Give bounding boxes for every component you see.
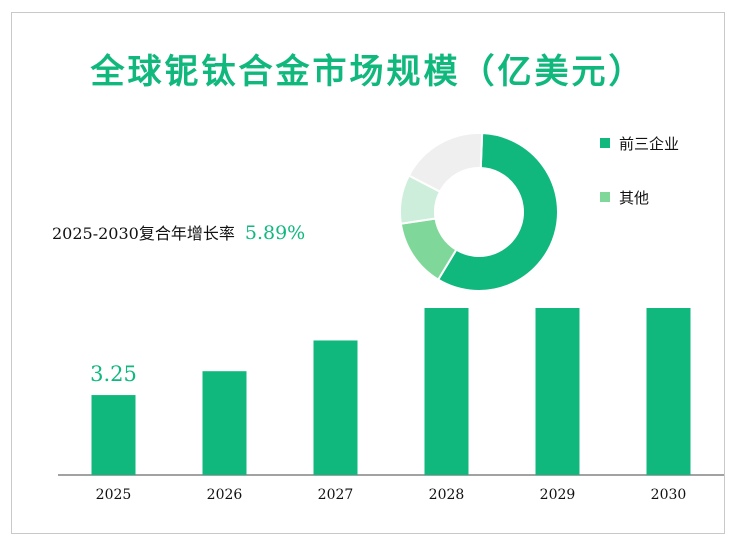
donut-legend: 前三企业 其他 [600,133,679,241]
x-tick-label-2025: 2025 [96,487,132,503]
cagr-annotation: 2025-2030复合年增长率 5.89% [52,220,305,244]
x-tick-label-2026: 2026 [207,487,243,503]
legend-label-other: 其他 [619,188,650,207]
bar-2028 [424,308,469,475]
cagr-value: 5.89% [244,222,306,244]
legend-item-other: 其他 [600,187,679,207]
donut-slice-0 [436,132,559,292]
x-tick-label-2030: 2030 [651,487,687,503]
bar-2030 [646,308,691,475]
bar-2025 [91,395,136,475]
donut-slice-3 [407,132,484,194]
bar-2026 [202,371,247,475]
data-label-2025: 3.25 [90,362,137,386]
cagr-label: 2025-2030复合年增长率 [52,224,235,243]
x-tick-label-2027: 2027 [318,487,354,503]
bar-2029 [535,308,580,475]
legend-item-top3: 前三企业 [600,133,679,153]
x-tick-label-2029: 2029 [540,487,576,503]
legend-label-top3: 前三企业 [619,134,680,153]
bar-2027 [313,340,358,475]
legend-swatch-top3 [600,138,610,148]
chart-title: 全球铌钛合金市场规模（亿美元） [90,52,646,92]
x-tick-label-2028: 2028 [429,487,465,503]
legend-swatch-other [600,192,610,202]
